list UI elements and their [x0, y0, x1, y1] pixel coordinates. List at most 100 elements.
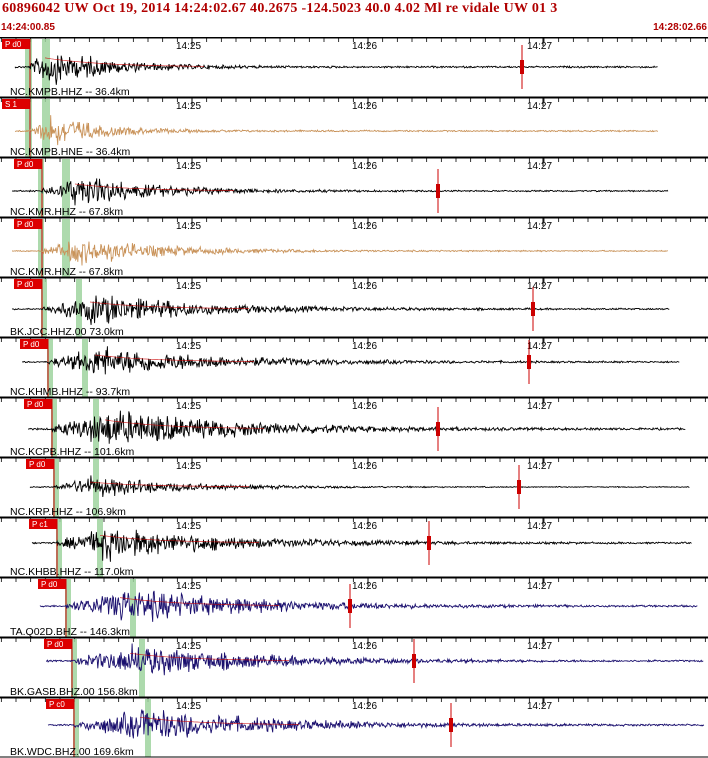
channel-label: TA.Q02D.BHZ -- 146.3km — [10, 626, 130, 638]
time-tick-label: 14:27 — [527, 581, 552, 592]
envelope-curve — [74, 183, 234, 191]
waveform-trace — [46, 643, 704, 676]
channel-panel: 14:25 14:26 14:27 P d0 NC.KCPB.HHZ -- 101.6k… — [0, 396, 708, 458]
time-tick-label: 14:26 — [352, 521, 377, 532]
p-window-zone — [38, 219, 44, 277]
pick-flag — [14, 279, 42, 289]
time-tick-label: 14:25 — [176, 341, 201, 352]
channel-panel: 14:25 14:26 14:27 P d0 NC.KRP.HHZ -- 106.9km — [0, 456, 708, 518]
p-window-zone — [73, 699, 79, 757]
waveform-trace — [21, 346, 680, 375]
waveform-trace — [12, 241, 668, 266]
channel-label: BK.WDC.BHZ.00 169.6km — [10, 746, 134, 758]
arrival-marker — [527, 355, 531, 369]
envelope-curve — [129, 652, 290, 661]
channel-label: NC.KMPB.HNE -- 36.4km — [10, 146, 130, 158]
channel-panel: 14:25 14:26 14:27 P d0 NC.KMR.HNZ -- 67.8km — [0, 216, 708, 278]
time-tick-label: 14:25 — [176, 161, 201, 172]
end-time: 14:28:02.66 — [653, 22, 707, 33]
pick-flag — [2, 39, 30, 49]
time-tick-label: 14:25 — [176, 101, 201, 112]
p-window-zone — [53, 459, 59, 517]
time-tick-label: 14:26 — [352, 581, 377, 592]
waveform-trace — [28, 410, 686, 444]
start-time: 14:24:00.85 — [1, 22, 55, 33]
time-tick-label: 14:26 — [352, 461, 377, 472]
pick-label: P c1 — [32, 520, 48, 529]
time-tick-label: 14:26 — [352, 641, 377, 652]
time-tick-label: 14:27 — [527, 161, 552, 172]
channel-panel: 14:25 14:26 14:27 P d0 BK.JCC.HHZ.00 73.0km — [0, 276, 708, 338]
time-tick-label: 14:25 — [176, 461, 201, 472]
channel-panel: 14:25 14:26 14:27 P d0 NC.KMR.HHZ -- 67.8km — [0, 156, 708, 218]
arrival-marker — [520, 60, 524, 74]
envelope-curve — [89, 481, 250, 488]
p-window-zone — [71, 639, 77, 697]
pick-flag — [38, 579, 66, 589]
time-tick-label: 14:25 — [176, 221, 201, 232]
envelope-curve — [99, 534, 260, 543]
event-header: 60896042 UW Oct 19, 2014 14:24:02.67 40.… — [0, 0, 708, 20]
time-tick-label: 14:27 — [527, 221, 552, 232]
pick-label: P d0 — [41, 580, 58, 589]
envelope-curve — [119, 597, 279, 606]
waveform-trace — [31, 529, 692, 562]
waveform-trace — [11, 178, 669, 206]
channel-label: BK.GASB.BHZ.00 156.8km — [10, 686, 138, 698]
pick-label: P d0 — [17, 280, 34, 289]
envelope-curve — [94, 354, 254, 362]
arrival-marker — [427, 536, 431, 550]
time-tick-label: 14:25 — [176, 281, 201, 292]
pick-label: S 1 — [5, 100, 18, 109]
pick-label: P d0 — [27, 400, 44, 409]
event-title: 60896042 UW Oct 19, 2014 14:24:02.67 40.… — [2, 1, 558, 16]
s-window-zone — [62, 159, 70, 217]
channel-panel: 14:25 14:26 14:27 P d0 NC.KHMB.HHZ -- 93.7km — [0, 336, 708, 398]
time-tick-label: 14:26 — [352, 281, 377, 292]
time-tick-label: 14:27 — [527, 641, 552, 652]
p-window-zone — [51, 399, 57, 457]
p-window-zone — [47, 339, 53, 397]
channel-label: NC.KHMB.HHZ -- 93.7km — [10, 386, 130, 398]
channel-panel: 14:25 14:26 14:27 P d0 TA.Q02D.BHZ -- 146.3k… — [0, 576, 708, 638]
channel-label: NC.KMPB.HHZ -- 36.4km — [10, 86, 130, 98]
pick-label: P d0 — [23, 340, 40, 349]
time-tick-label: 14:25 — [176, 581, 201, 592]
time-tick-label: 14:25 — [176, 401, 201, 412]
time-tick-label: 14:26 — [352, 341, 377, 352]
pick-flag — [29, 519, 57, 529]
s-window-zone — [97, 519, 103, 577]
arrival-marker — [517, 480, 521, 494]
p-window-zone — [56, 519, 62, 577]
arrival-marker — [436, 422, 440, 436]
channel-panel: 14:25 14:26 14:27 P c1 NC.KHBB.HHZ -- 117.0k… — [0, 516, 708, 578]
envelope-curve — [89, 301, 249, 309]
time-tick-label: 14:27 — [527, 701, 552, 712]
waveform-trace — [47, 709, 705, 739]
pick-label: P d0 — [17, 220, 34, 229]
s-window-zone — [82, 339, 88, 397]
channel-panel: 14:25 14:26 14:27 P d0 BK.GASB.BHZ.00 156.8k… — [0, 636, 708, 698]
p-window-zone — [38, 159, 44, 217]
channel-label: NC.KRP.HHZ -- 106.9km — [10, 506, 126, 518]
waveform-canvas: 14:25 14:26 14:27 P d0 NC.KMPB.HHZ -- 36.4km… — [0, 36, 708, 758]
arrival-marker — [531, 302, 535, 316]
channel-label: BK.JCC.HHZ.00 73.0km — [10, 326, 124, 338]
s-window-zone — [139, 639, 145, 697]
channel-label: NC.KHBB.HHZ -- 117.0km — [10, 566, 134, 578]
time-range-bar: 14:24:00.85 14:28:02.66 — [0, 22, 708, 36]
pick-flag — [44, 639, 72, 649]
p-window-zone — [25, 99, 32, 157]
channel-label: NC.KMR.HNZ -- 67.8km — [10, 266, 123, 278]
time-tick-label: 14:27 — [527, 281, 552, 292]
channel-panel: 14:25 14:26 14:27 S 1 NC.KMPB.HNE -- 36.4km — [0, 96, 708, 158]
arrival-marker — [449, 718, 453, 732]
channel-panel: 14:25 14:26 14:27 P d0 NC.KMPB.HHZ -- 36.4km — [0, 36, 708, 98]
pick-label: P d0 — [47, 640, 64, 649]
time-tick-label: 14:27 — [527, 41, 552, 52]
time-tick-label: 14:26 — [352, 401, 377, 412]
arrival-marker — [436, 184, 440, 198]
pick-flag — [14, 219, 42, 229]
waveform-trace — [11, 295, 670, 325]
